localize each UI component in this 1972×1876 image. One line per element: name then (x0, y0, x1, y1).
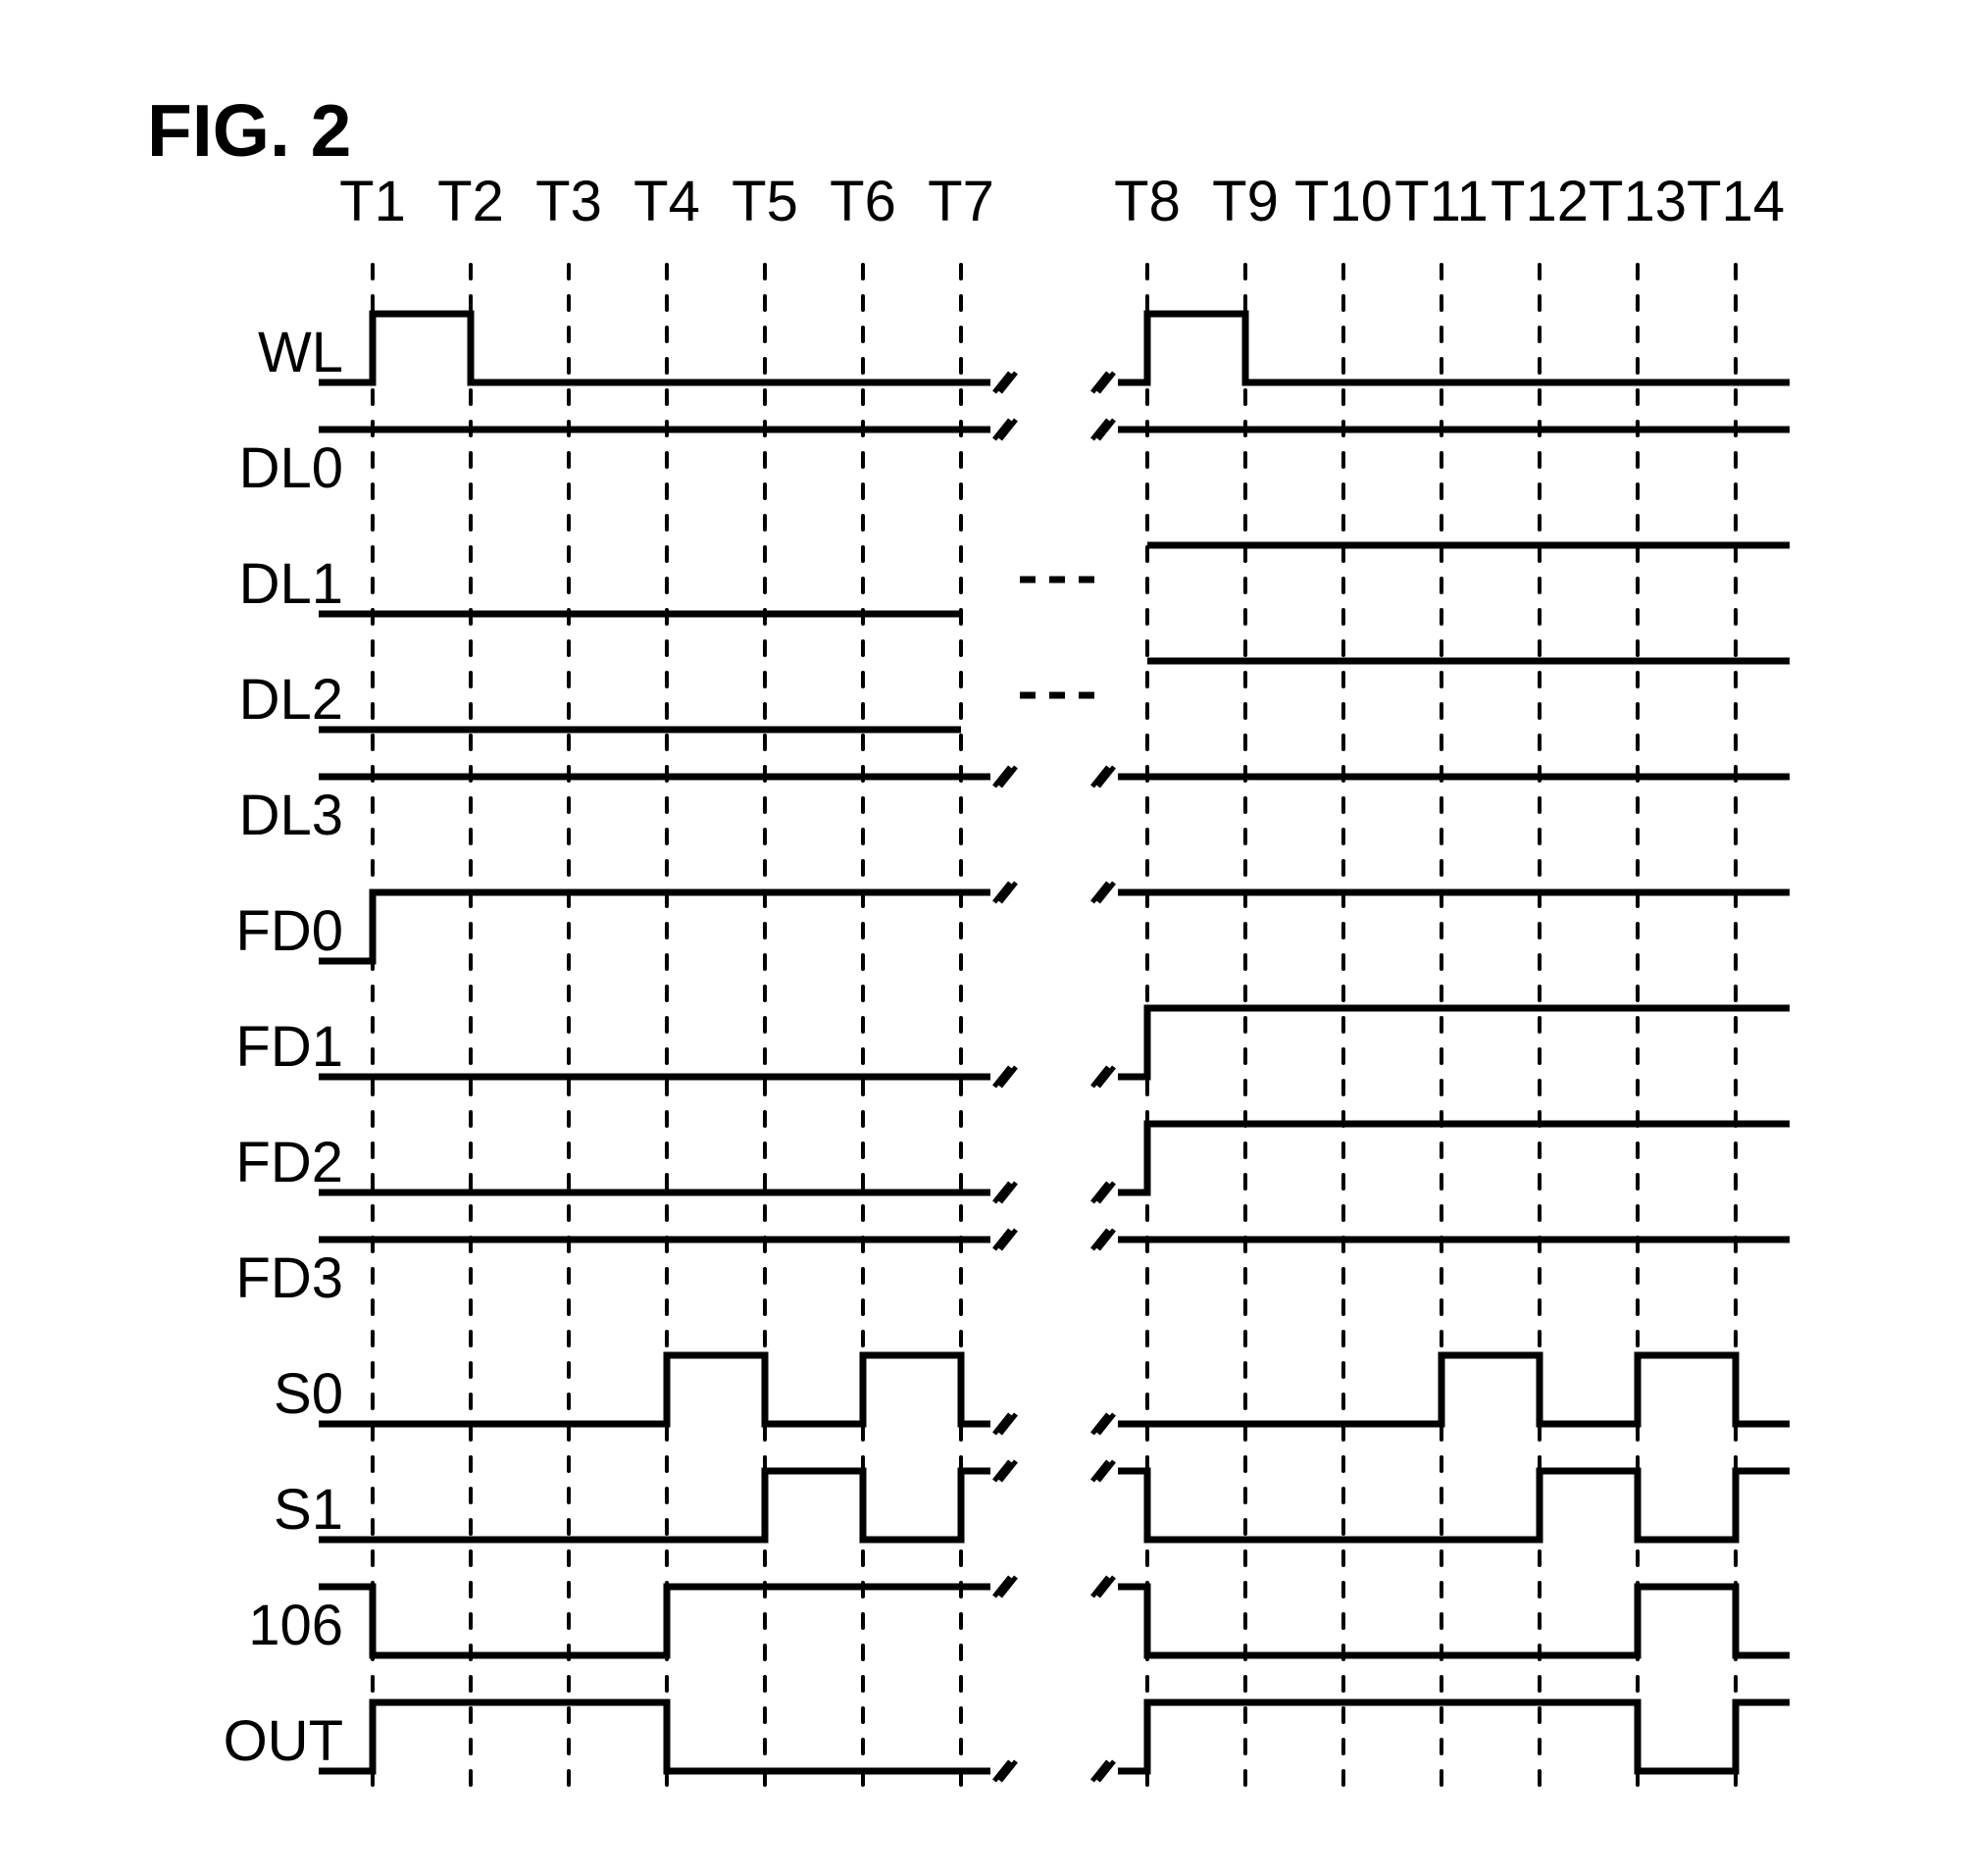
time-tick-T8: T8 (1098, 169, 1196, 234)
time-tick-T2: T2 (422, 169, 520, 234)
signal-label-S1: S1 (0, 1477, 343, 1543)
time-tick-T9: T9 (1196, 169, 1294, 234)
time-tick-T5: T5 (716, 169, 814, 234)
signal-label-FD1: FD1 (0, 1014, 343, 1080)
timing-diagram-container: FIG. 2 T1T2T3T4T5T6T7T8T9T10T11T12T13T14… (0, 0, 1972, 1876)
time-tick-T6: T6 (814, 169, 912, 234)
time-tick-T7: T7 (912, 169, 1010, 234)
signal-label-DL3: DL3 (0, 783, 343, 848)
signal-label-FD3: FD3 (0, 1245, 343, 1311)
time-tick-T1: T1 (324, 169, 422, 234)
time-tick-T12: T12 (1491, 169, 1589, 234)
signal-label-FD0: FD0 (0, 898, 343, 964)
time-tick-T14: T14 (1687, 169, 1785, 234)
time-tick-T13: T13 (1589, 169, 1687, 234)
signal-label-S0: S0 (0, 1361, 343, 1427)
signal-label-DL0: DL0 (0, 435, 343, 501)
signal-label-WL: WL (0, 320, 343, 385)
time-tick-T4: T4 (618, 169, 716, 234)
time-tick-T11: T11 (1392, 169, 1491, 234)
signal-label-OUT: OUT (0, 1708, 343, 1774)
signal-label-FD2: FD2 (0, 1130, 343, 1195)
time-tick-T3: T3 (520, 169, 618, 234)
signal-label-DL2: DL2 (0, 667, 343, 733)
signal-label-106: 106 (0, 1593, 343, 1658)
time-tick-T10: T10 (1294, 169, 1392, 234)
signal-label-DL1: DL1 (0, 551, 343, 617)
